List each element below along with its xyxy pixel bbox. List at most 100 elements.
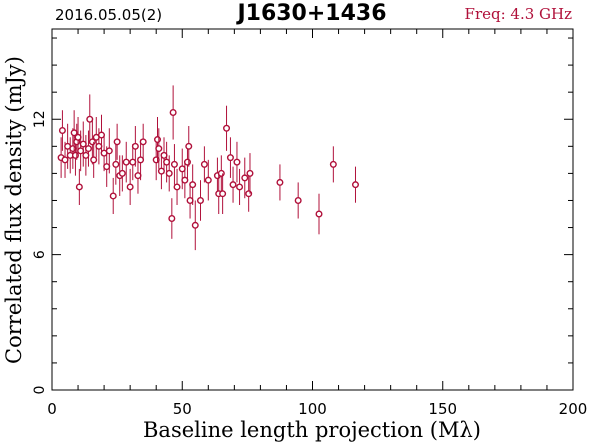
data-point xyxy=(351,166,359,203)
data-point xyxy=(233,141,241,183)
x-tick-label: 0 xyxy=(47,400,57,418)
data-point xyxy=(122,141,130,183)
data-point xyxy=(329,146,337,183)
data-point xyxy=(118,155,126,192)
point-marker xyxy=(105,147,113,155)
x-tick-label: 100 xyxy=(298,400,327,418)
data-points xyxy=(57,85,359,251)
point-marker xyxy=(246,169,254,177)
data-point xyxy=(241,157,249,199)
date-label: 2016.05.05(2) xyxy=(55,6,162,24)
point-marker xyxy=(122,158,130,166)
data-point xyxy=(126,168,134,205)
point-marker xyxy=(170,160,178,168)
point-marker xyxy=(189,181,197,189)
point-marker xyxy=(113,138,121,146)
point-marker xyxy=(103,163,111,171)
point-marker xyxy=(168,215,176,223)
data-point xyxy=(70,110,78,156)
data-point xyxy=(90,141,98,178)
data-point xyxy=(105,128,113,174)
point-marker xyxy=(61,156,69,164)
y-tick-label: 0 xyxy=(32,386,48,395)
y-tick-label: 12 xyxy=(32,110,48,128)
point-marker xyxy=(160,151,168,159)
point-marker xyxy=(71,151,79,159)
data-point xyxy=(92,116,100,158)
data-point xyxy=(217,155,225,192)
point-marker xyxy=(351,181,359,189)
point-marker xyxy=(109,192,117,200)
x-tick-label: 200 xyxy=(559,400,588,418)
data-point xyxy=(185,126,193,167)
y-tick-label: 6 xyxy=(32,250,48,259)
point-marker xyxy=(84,145,92,153)
axis-ticks xyxy=(51,29,574,391)
data-point xyxy=(189,164,197,205)
data-point xyxy=(226,137,234,178)
frequency-label: Freq: 4.3 GHz xyxy=(465,5,573,23)
data-point xyxy=(86,94,94,145)
data-point xyxy=(169,85,177,140)
data-point xyxy=(137,139,145,181)
point-marker xyxy=(86,115,94,123)
point-marker xyxy=(95,142,103,150)
point-marker xyxy=(276,178,284,186)
point-marker xyxy=(79,140,87,148)
data-point xyxy=(173,168,181,205)
point-marker xyxy=(126,183,134,191)
point-marker xyxy=(69,145,77,153)
point-marker xyxy=(137,156,145,164)
data-point xyxy=(155,128,163,169)
point-marker xyxy=(241,174,249,182)
axis-tick-labels: 0 50 100 150 200 0 6 12 xyxy=(32,110,587,418)
data-point xyxy=(229,166,237,203)
point-marker xyxy=(223,124,231,132)
point-marker xyxy=(58,127,66,135)
y-axis-label: Correlated flux density (mJy) xyxy=(2,56,26,364)
point-marker xyxy=(329,160,337,168)
point-marker xyxy=(173,183,181,191)
x-axis-label: Baseline length projection (Mλ) xyxy=(143,418,481,442)
point-marker xyxy=(169,108,177,116)
point-marker xyxy=(77,147,85,155)
data-point xyxy=(131,126,139,167)
x-tick-label: 50 xyxy=(173,400,192,418)
point-marker xyxy=(75,183,83,191)
point-marker xyxy=(178,165,186,173)
point-marker xyxy=(139,138,147,146)
point-marker xyxy=(217,169,225,177)
data-point xyxy=(84,130,92,167)
point-marker xyxy=(181,176,189,184)
point-marker xyxy=(226,154,234,162)
point-marker xyxy=(154,136,162,144)
point-marker xyxy=(315,210,323,218)
data-point xyxy=(246,153,254,194)
data-point xyxy=(113,123,121,160)
point-marker xyxy=(155,145,163,153)
point-marker xyxy=(118,169,126,177)
data-point xyxy=(97,114,105,156)
data-point xyxy=(315,193,323,235)
data-point xyxy=(170,144,178,185)
point-marker xyxy=(191,221,199,229)
point-marker xyxy=(152,156,160,164)
data-point xyxy=(79,121,87,167)
data-point xyxy=(77,130,85,172)
x-tick-label: 150 xyxy=(428,400,457,418)
point-marker xyxy=(134,172,142,180)
point-marker xyxy=(219,190,227,198)
data-point xyxy=(112,144,120,185)
plot-frame xyxy=(51,28,574,391)
point-marker xyxy=(163,158,171,166)
data-point xyxy=(236,168,244,205)
data-point xyxy=(191,200,199,251)
data-point xyxy=(196,180,204,221)
point-marker xyxy=(82,151,90,159)
data-point xyxy=(204,159,212,201)
chart-title: J1630+1436 xyxy=(235,1,386,26)
point-marker xyxy=(229,181,237,189)
point-marker xyxy=(165,169,173,177)
data-point xyxy=(168,198,176,239)
